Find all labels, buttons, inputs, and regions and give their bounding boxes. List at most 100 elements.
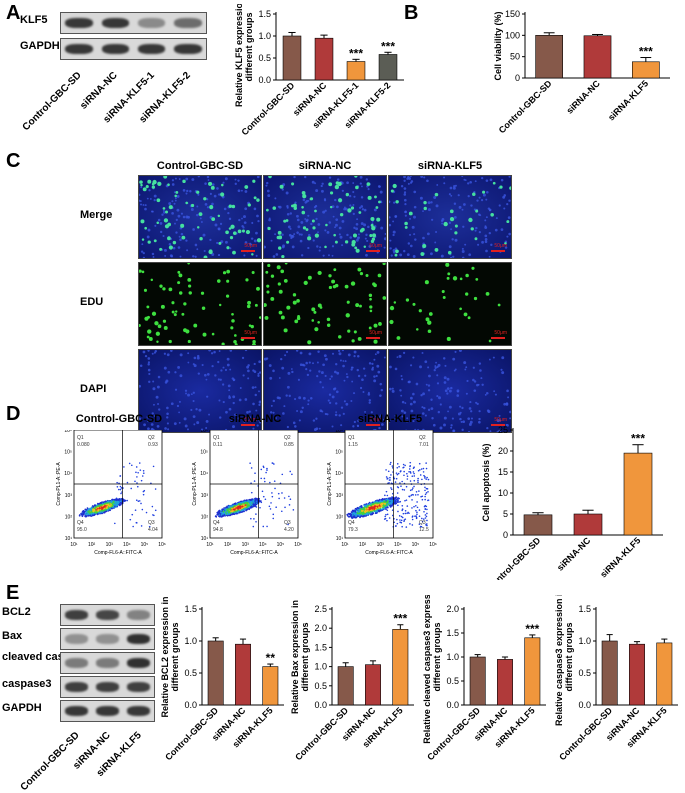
flow-plot-title: Control-GBC-SD [75,413,163,425]
blot-band [65,44,93,54]
flow-x-tick: 10⁴ [123,542,131,548]
scale-bar [366,337,380,339]
quadrant-value: 4.20 [284,527,294,533]
panel-letter-c: C [6,150,21,172]
significance-label: *** [525,622,539,636]
y-tick-label: 100 [505,30,520,40]
flow-x-tick: 10⁶ [429,542,437,548]
bar-chart-caspase3: Relative caspase3 expression in different… [554,595,678,762]
scale-bar-text: 50μm [244,330,257,336]
quadrant-value: 0.080 [77,442,90,448]
blot-band [137,18,166,28]
blot-strip [60,652,155,674]
flow-x-tick: 10⁶ [294,542,302,548]
flow-x-tick: 10⁵ [277,542,285,548]
scale-bar-text: 50μm [494,330,507,336]
quadrant-label: Q3 [419,520,426,526]
y-tick-label: 1.0 [314,662,327,672]
flow-y-tick: 10¹ [201,536,209,542]
scale-bar [241,424,255,426]
y-tick-label: 0.0 [258,75,271,85]
scale-bar [366,250,380,252]
bar [337,666,354,706]
flow-y-label: Comp-PL1-A::PE-A [56,462,62,506]
flow-x-tick: 10⁴ [259,542,267,548]
blot-band [174,44,202,54]
quadrant-value: 79.3 [348,527,358,533]
y-tick-label: 0 [515,73,520,83]
flow-y-tick: 10¹ [65,536,73,542]
y-tick-label: 1.0 [578,636,591,646]
flow-x-label: Comp-FL6-A::FITC-A [365,550,413,556]
y-tick-label: 20 [498,446,508,456]
quadrant-value: 94.8 [213,527,223,533]
bar [632,61,660,79]
flow-y-tick: 10⁴ [64,471,72,477]
blot-band-label: KLF5 [20,14,48,26]
flow-x-tick: 10² [88,542,96,548]
blot-band [65,18,93,28]
blot-band [95,658,120,668]
bar [378,54,398,81]
significance-label: *** [349,46,363,60]
bar [207,640,224,706]
x-tick-label: siRNA-NC [555,535,593,573]
flow-y-tick: 10² [65,514,73,520]
y-tick-label: 1.0 [184,636,197,646]
bar [656,642,673,706]
blot-band-label: cleaved caspase3 [2,651,95,663]
micro-image: 50μm [263,175,387,259]
blot-band [126,706,151,716]
scale-bar-text: 50μm [369,330,382,336]
quadrant-value: 4.04 [148,527,158,533]
bar [497,659,513,706]
flow-x-tick: 10¹ [341,542,349,548]
micro-image: 50μm [388,262,512,346]
micro-row-label: Merge [80,209,113,221]
blot-band [126,658,151,668]
y-tick-label: 0.0 [314,700,327,710]
bar [523,514,553,536]
y-axis-label: Cell viability (%) [493,11,503,80]
bar [346,61,366,81]
blot-band [95,682,120,692]
bar [282,35,302,81]
y-tick-label: 0 [503,530,508,540]
y-tick-label: 10 [498,488,508,498]
scale-bar [241,250,255,252]
y-axis-label: Cell apoptosis (%) [481,443,491,521]
y-axis-label: Relative KLF5 expression in [234,4,244,107]
micro-row-label: DAPI [80,383,107,395]
quadrant-value: 0.93 [148,442,158,448]
flow-y-tick: 10⁶ [335,430,343,434]
flow-plot-title: siRNA-KLF5 [357,413,423,425]
x-tick-label: Control-GBC-SD [239,80,296,137]
bar [623,452,653,536]
quadrant-label: Q4 [77,520,84,526]
bar-chart-klf5: Relative KLF5 expression in different gro… [234,4,404,137]
y-tick-label: 0.5 [446,676,459,686]
panel-letter-e: E [6,582,20,604]
y-tick-label: 15 [498,467,508,477]
blot-band-label: caspase3 [2,678,52,690]
bar [583,35,612,79]
y-tick-label: 25 [498,425,508,435]
y-axis-label: Relative cleaved caspase3 expression in [422,595,432,744]
y-tick-label: 50 [510,52,520,62]
micro-image: 50μm [138,262,262,346]
blot-band [64,682,89,692]
bar-chart-cleaved-caspase3: Relative cleaved caspase3 expression in d… [422,595,546,762]
scale-bar-text: 50μm [244,243,257,249]
quadrant-label: Q3 [148,520,155,526]
bar [392,629,409,706]
panel-letter-b: B [404,2,419,24]
scale-bar-text: 50μm [494,243,507,249]
flow-x-tick: 10³ [377,542,385,548]
flow-y-tick: 10² [336,514,344,520]
bar [524,637,541,706]
quadrant-label: Q4 [348,520,355,526]
bar-chart-bax: Relative Bax expression in different grou… [290,600,414,762]
scale-bar [491,337,505,339]
blot-band [64,658,89,668]
